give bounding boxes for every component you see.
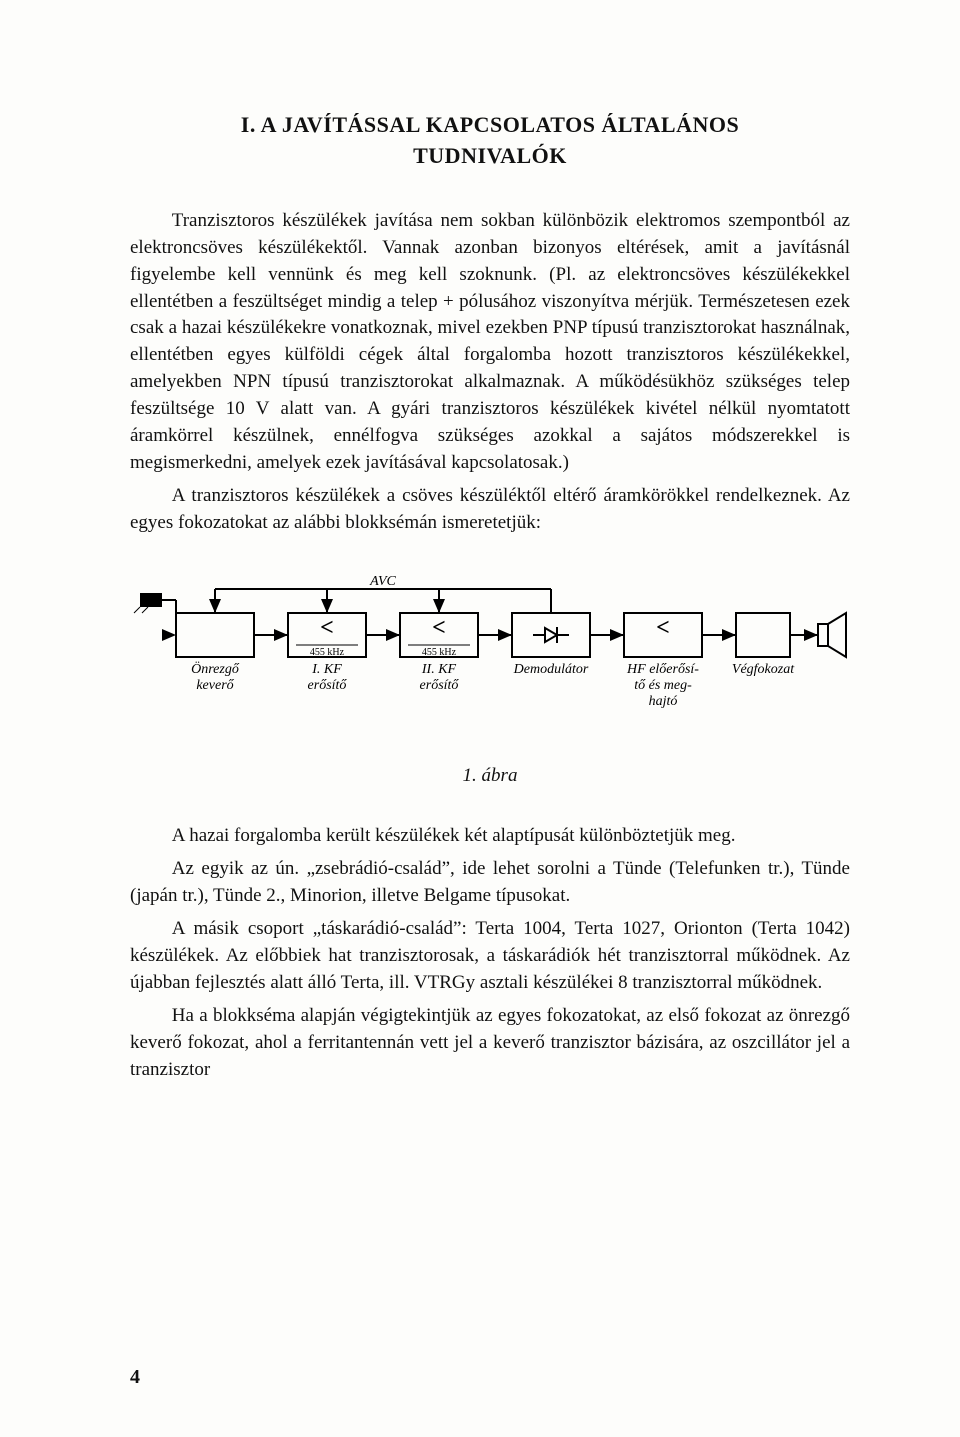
figure-1: Önrezgőkeverő<455 kHzI. KFerősítő<455 kH…: [130, 573, 850, 787]
paragraph-2: A tranzisztoros készülékek a csöves kész…: [130, 483, 850, 537]
paragraph-6: Ha a blokkséma alapján végigtekintjük az…: [130, 1003, 850, 1084]
svg-text:<: <: [432, 615, 446, 641]
svg-text:HF előerősí-: HF előerősí-: [626, 662, 699, 677]
paragraph-1: Tranzisztoros készülékek javítása nem so…: [130, 208, 850, 478]
svg-text:455 kHz: 455 kHz: [422, 647, 457, 658]
svg-text:Önrezgő: Önrezgő: [191, 660, 240, 677]
svg-text:AVC: AVC: [369, 574, 396, 589]
svg-text:455 kHz: 455 kHz: [310, 647, 345, 658]
title-line-1: I. A JAVÍTÁSSAL KAPCSOLATOS ÁLTALÁNOS: [241, 112, 739, 137]
svg-text:hajtó: hajtó: [649, 694, 678, 709]
paragraph-5: A másik csoport „táskarádió-család”: Ter…: [130, 916, 850, 997]
svg-text:erősítő: erősítő: [420, 678, 460, 693]
svg-text:II. KF: II. KF: [421, 662, 457, 677]
paragraph-3: A hazai forgalomba került készülékek két…: [130, 823, 850, 850]
title-line-2: TUDNIVALÓK: [413, 143, 567, 168]
svg-text:tő és meg-: tő és meg-: [634, 678, 692, 693]
svg-text:<: <: [320, 615, 334, 641]
svg-text:Végfokozat: Végfokozat: [732, 662, 795, 677]
svg-text:keverő: keverő: [196, 678, 234, 693]
paragraph-4: Az egyik az ún. „zsebrádió-család”, ide …: [130, 856, 850, 910]
svg-text:<: <: [656, 615, 670, 641]
chapter-title: I. A JAVÍTÁSSAL KAPCSOLATOS ÁLTALÁNOS TU…: [130, 110, 850, 172]
block-diagram: Önrezgőkeverő<455 kHzI. KFerősítő<455 kH…: [130, 573, 850, 743]
svg-text:erősítő: erősítő: [308, 678, 348, 693]
page: I. A JAVÍTÁSSAL KAPCSOLATOS ÁLTALÁNOS TU…: [0, 0, 960, 1437]
svg-text:Demodulátor: Demodulátor: [513, 662, 589, 677]
figure-caption: 1. ábra: [130, 765, 850, 787]
svg-text:I. KF: I. KF: [311, 662, 342, 677]
page-number: 4: [130, 1366, 140, 1389]
